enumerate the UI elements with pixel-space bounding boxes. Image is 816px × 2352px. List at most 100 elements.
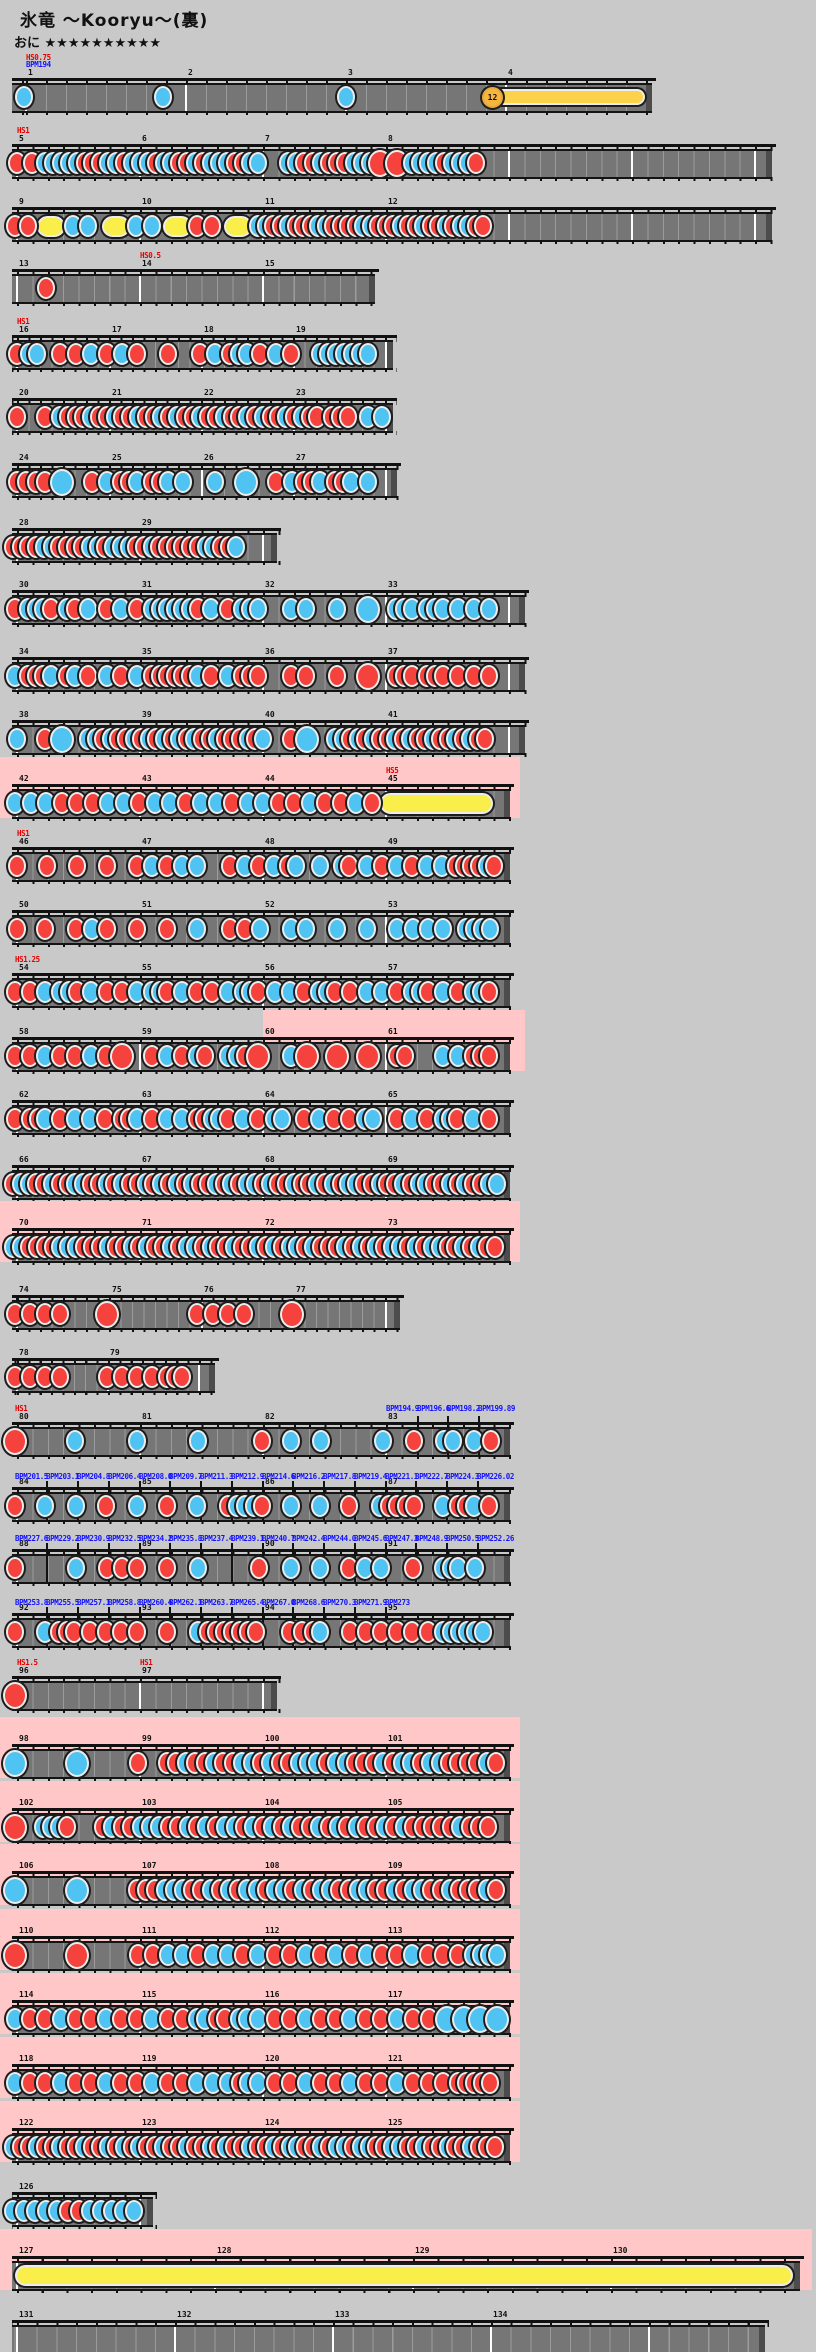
measure-number: 36	[265, 647, 275, 656]
song-title: 氷竜 ～Kooryu～(裏)	[20, 11, 209, 31]
ka-note	[189, 1430, 207, 1452]
ka-note	[359, 343, 377, 365]
ka-note	[466, 1557, 484, 1579]
measure-number: 51	[142, 900, 152, 909]
hs-label: HS5	[386, 766, 399, 775]
don-note	[129, 1752, 147, 1774]
big-don-note	[65, 1941, 89, 1969]
bpm-label: BPM204.8	[77, 1472, 110, 1481]
bpm-label: BPM267.0	[262, 1598, 295, 1607]
lane-end-cap	[504, 854, 510, 880]
ka-note	[358, 918, 376, 940]
measure-number: 72	[265, 1218, 275, 1227]
measure-number: 10	[142, 197, 152, 206]
beat-ticks-bottom	[12, 623, 529, 627]
measure-number: 71	[142, 1218, 152, 1227]
measure-line	[508, 214, 510, 240]
don-note	[98, 855, 116, 877]
measure-number: 83	[388, 1412, 398, 1421]
big-don-note	[325, 1042, 349, 1070]
measure-number: 107	[142, 1861, 157, 1870]
ka-note	[249, 598, 267, 620]
measure-number: 67	[142, 1155, 152, 1164]
measure-number: 41	[388, 710, 398, 719]
bpm-label: BPM229.2	[46, 1534, 79, 1543]
measure-number: 116	[265, 1990, 280, 1999]
measure-number: 45	[388, 774, 398, 783]
don-note	[253, 1430, 271, 1452]
measure-number: 76	[204, 1285, 214, 1294]
ka-note	[249, 152, 268, 174]
bpm-label: BPM212.9	[231, 1472, 264, 1481]
ka-note	[364, 1108, 382, 1130]
note-lane	[12, 1681, 277, 1711]
measure-number: 13	[19, 259, 29, 268]
lane-end-cap	[147, 2199, 153, 2225]
don-note	[485, 855, 503, 877]
bpm-label: BPM224.3	[446, 1472, 479, 1481]
lane-end-cap	[504, 1107, 510, 1133]
beat-ticks-bottom	[12, 177, 776, 181]
measure-number: 119	[142, 2054, 157, 2063]
measure-line	[262, 1683, 264, 1709]
bpm-label: BPM253.8	[15, 1598, 48, 1607]
ka-note	[28, 343, 46, 365]
hs-label: HS1.5	[17, 1658, 38, 1667]
measure-number: 108	[265, 1861, 280, 1870]
beat-ticks-bottom	[12, 690, 529, 694]
lane-end-cap	[271, 535, 277, 561]
beat-ticks-bottom	[12, 240, 776, 244]
drumroll-bar	[15, 2265, 793, 2286]
measure-number: 8	[388, 134, 393, 143]
measure-number: 96	[19, 1666, 29, 1675]
measure-number: 114	[19, 1990, 34, 1999]
measure-number: 129	[415, 2246, 430, 2255]
don-note	[480, 665, 498, 687]
note-lane	[12, 274, 375, 304]
bpm-label: BPM209.7	[169, 1472, 202, 1481]
bpm-label: BPM250.5	[446, 1534, 479, 1543]
big-ka-note	[65, 1749, 89, 1777]
don-note	[467, 152, 485, 174]
beat-ticks-bottom	[12, 1520, 514, 1524]
lane-end-cap	[504, 1235, 510, 1261]
ka-note	[125, 2200, 143, 2222]
measure-number: 112	[265, 1926, 280, 1935]
don-note	[36, 918, 54, 940]
ka-note	[474, 1621, 492, 1643]
ka-note	[66, 1495, 85, 1517]
don-note	[79, 665, 97, 687]
don-note	[37, 277, 55, 299]
measure-number: 20	[19, 388, 29, 397]
ka-note	[8, 728, 26, 750]
measure-number: 121	[388, 2054, 403, 2063]
beat-ticks-bottom	[12, 1646, 514, 1650]
don-note	[51, 1303, 69, 1325]
balloon-tail	[492, 89, 645, 105]
ka-note	[282, 1430, 300, 1452]
lane-end-cap	[504, 1815, 510, 1841]
measure-number: 21	[112, 388, 122, 397]
ka-note	[174, 471, 192, 493]
don-note	[482, 1430, 500, 1452]
big-ka-note	[3, 1876, 27, 1904]
ka-note	[249, 1944, 267, 1966]
ka-note	[444, 1430, 462, 1452]
bpm-label: BPM199.89	[478, 1404, 516, 1413]
beat-ticks-bottom	[12, 1455, 514, 1459]
don-note	[297, 665, 315, 687]
measure-number: 49	[388, 837, 398, 846]
lane-end-cap	[271, 1683, 277, 1709]
don-note	[8, 855, 26, 877]
measure-line	[648, 2327, 650, 2352]
ka-note	[374, 1430, 392, 1452]
measure-line	[631, 151, 633, 177]
measure-line	[385, 342, 387, 368]
measure-number: 120	[265, 2054, 280, 2063]
lane-end-cap	[519, 727, 525, 753]
lane-end-cap	[387, 342, 393, 368]
don-note	[485, 2136, 504, 2158]
ka-note	[297, 918, 315, 940]
measure-number: 44	[265, 774, 275, 783]
don-note	[203, 215, 221, 237]
